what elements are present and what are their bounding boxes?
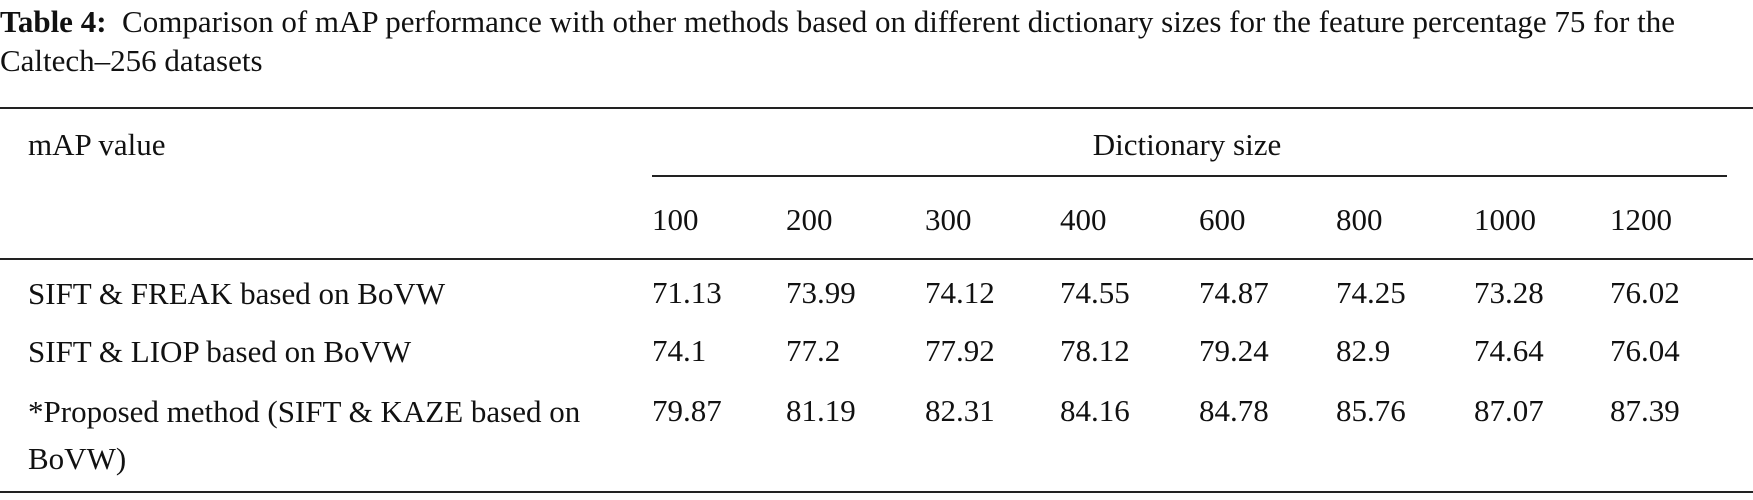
- cell: 73.99: [786, 275, 856, 310]
- cell: 85.76: [1336, 393, 1406, 428]
- cell: 81.19: [786, 393, 856, 428]
- row-label: SIFT & FREAK based on BoVW: [28, 276, 446, 311]
- group-rule: [652, 175, 1727, 177]
- cell: 78.12: [1060, 333, 1130, 368]
- cell: 74.25: [1336, 275, 1406, 310]
- column-header: 1000: [1474, 202, 1536, 237]
- column-header: 1200: [1610, 202, 1672, 237]
- top-rule: [0, 107, 1753, 109]
- cell: 74.55: [1060, 275, 1130, 310]
- column-header: 100: [652, 202, 699, 237]
- row-header: mAP value: [28, 127, 166, 162]
- cell: 84.16: [1060, 393, 1130, 428]
- cell: 84.78: [1199, 393, 1269, 428]
- bottom-rule: [0, 491, 1753, 493]
- column-header: 800: [1336, 202, 1383, 237]
- cell: 76.04: [1610, 333, 1680, 368]
- column-header: 200: [786, 202, 833, 237]
- cell: 79.24: [1199, 333, 1269, 368]
- cell: 77.92: [925, 333, 995, 368]
- cell: 74.12: [925, 275, 995, 310]
- column-header: 400: [1060, 202, 1107, 237]
- cell: 82.9: [1336, 333, 1391, 368]
- cell: 73.28: [1474, 275, 1544, 310]
- row-label: *Proposed method (SIFT & KAZE based on B…: [28, 394, 581, 476]
- header-rule: [0, 258, 1753, 260]
- column-header: 300: [925, 202, 972, 237]
- cell: 76.02: [1610, 275, 1680, 310]
- group-header: Dictionary size: [1092, 127, 1282, 162]
- cell: 71.13: [652, 275, 722, 310]
- cell: 74.1: [652, 333, 707, 368]
- cell: 87.07: [1474, 393, 1544, 428]
- cell: 74.64: [1474, 333, 1544, 368]
- row-label: SIFT & LIOP based on BoVW: [28, 334, 412, 369]
- caption-label: Table 4:: [0, 4, 107, 39]
- cell: 77.2: [786, 333, 841, 368]
- cell: 74.87: [1199, 275, 1269, 310]
- column-header: 600: [1199, 202, 1246, 237]
- cell: 79.87: [652, 393, 722, 428]
- cell: 87.39: [1610, 393, 1680, 428]
- caption: Table 4: Comparison of mAP performance w…: [0, 2, 1753, 80]
- caption-text: Comparison of mAP performance with other…: [0, 4, 1675, 78]
- cell: 82.31: [925, 393, 995, 428]
